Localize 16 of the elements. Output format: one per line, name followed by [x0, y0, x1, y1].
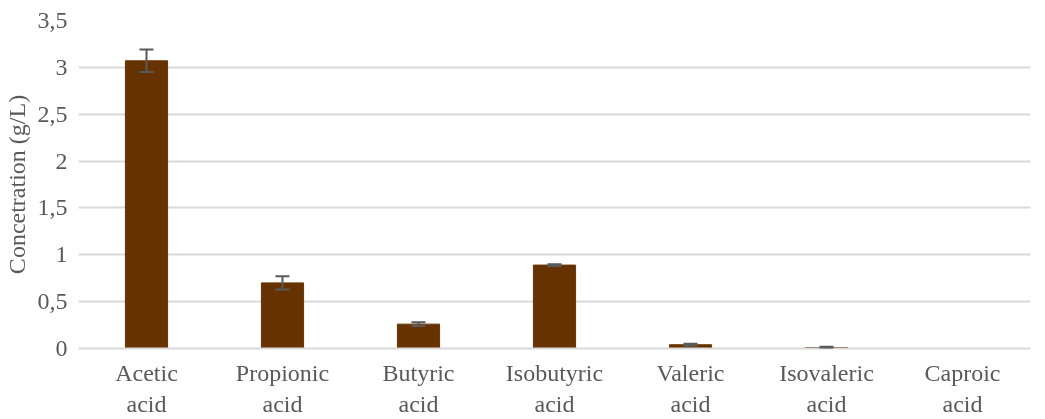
y-tick-label: 2 [55, 147, 68, 174]
x-tick-label: Acetic acid [115, 359, 178, 417]
x-tick-label: Butyric acid [382, 359, 455, 417]
x-tick-label: Isovaleric acid [779, 359, 874, 417]
y-tick-label: 0 [55, 335, 68, 361]
y-tick-label: 1 [55, 241, 68, 268]
y-tick-label: 3 [55, 53, 68, 80]
x-tick-label: Valeric acid [656, 359, 725, 417]
y-tick-label: 0,5 [37, 288, 68, 315]
x-tick-label: Isobutyric acid [505, 359, 604, 417]
y-tick-label: 2,5 [37, 100, 68, 127]
x-tick-label: Caproic acid [924, 359, 1001, 417]
x-tick-label: Propionic acid [235, 359, 330, 417]
y-axis-title: Concetration (g/L) [3, 94, 30, 275]
y-tick-label: 3,5 [37, 7, 68, 33]
y-tick-label: 1,5 [37, 194, 68, 221]
